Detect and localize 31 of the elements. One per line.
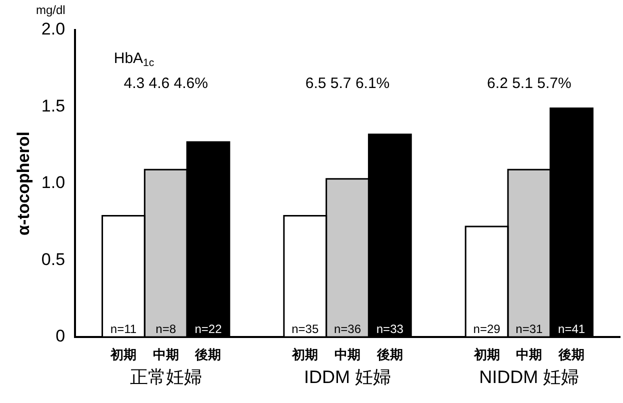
y-axis-title: α-tocopherol: [14, 132, 33, 236]
y-tick-label: 1.0: [41, 173, 66, 192]
annotation: n=22: [194, 322, 222, 336]
text: 中期: [334, 347, 361, 362]
series-label: 中期: [152, 347, 179, 362]
annotation: n=31: [516, 322, 544, 336]
annotation: n=11: [110, 322, 137, 336]
annotation: n=41: [558, 322, 586, 336]
annotation: n=36: [334, 322, 362, 336]
series-label: 後期: [194, 347, 222, 362]
text: 初期: [292, 347, 318, 362]
annotation: n=35: [292, 322, 319, 336]
x-tick-label: IDDM 妊婦: [304, 366, 392, 387]
x-tick-label: NIDDM 妊婦: [479, 366, 580, 387]
annotation: 4.3 4.6 4.6%: [124, 75, 208, 92]
annotation: n=33: [376, 322, 404, 336]
text: mg/dl: [36, 3, 66, 17]
series-label: 初期: [109, 347, 136, 362]
y-tick-label: 2.0: [41, 20, 66, 39]
annotation: 6.2 5.1 5.7%: [487, 75, 572, 92]
text: 中期: [516, 347, 542, 362]
text: 初期: [474, 347, 500, 362]
y-tick-label: 1.5: [41, 96, 66, 116]
x-tick-label: 正常妊婦: [130, 366, 202, 387]
annotation: n=8: [156, 322, 176, 336]
text: 後期: [376, 347, 403, 362]
y-tick-label: 0: [56, 326, 66, 346]
annotation: 6.5 5.7 6.1%: [305, 75, 390, 92]
y-tick-label: 0.5: [41, 250, 66, 269]
annotation: n=29: [473, 322, 501, 336]
text: 後期: [558, 347, 585, 362]
